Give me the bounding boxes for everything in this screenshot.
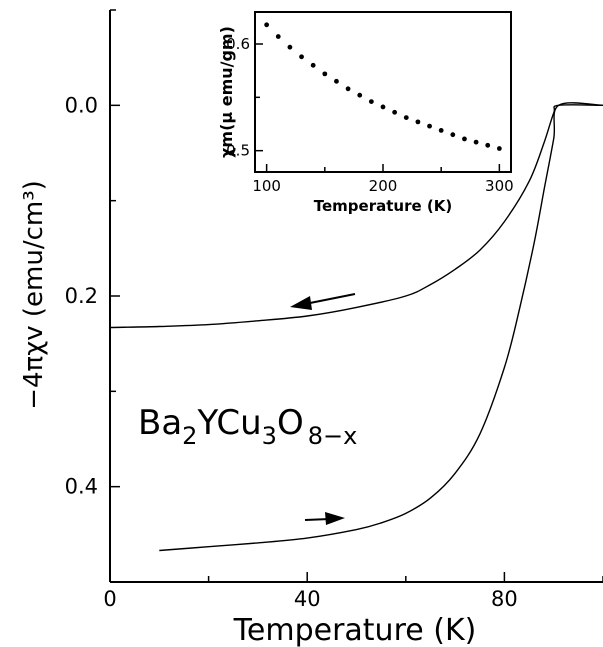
direction-arrows: [290, 293, 356, 525]
inset-data-point: [345, 86, 351, 92]
inset-data-point: [485, 142, 491, 148]
inset-data-point: [462, 136, 467, 142]
inset-data-point: [415, 119, 421, 125]
inset-data-point: [299, 54, 304, 60]
main-y-tick-label: 0.4: [65, 475, 98, 499]
inset-data-point: [264, 22, 270, 28]
inset-data-point: [322, 71, 328, 77]
inset-x-tick-label: 300: [485, 177, 514, 195]
inset-data-point: [380, 104, 386, 110]
inset-y-tick-label: 0.6: [226, 35, 250, 53]
main-x-axis-title: Temperature (K): [233, 613, 477, 647]
inset-data-point: [438, 127, 444, 133]
inset-data-point: [275, 34, 281, 39]
inset-data-point: [334, 78, 339, 84]
inset-data-point: [403, 115, 409, 120]
inset-data-point: [310, 62, 316, 68]
inset-data-point: [392, 109, 398, 115]
inset-data-point: [287, 44, 293, 50]
inset-data-point: [450, 132, 456, 138]
inset-data-point: [357, 92, 363, 98]
main-x-tick-label: 40: [294, 587, 321, 611]
inset-x-tick-label: 100: [252, 177, 281, 195]
inset-chart: 100 200 300 0.5 0.6 Temperature (K) χm(μ emu…: [217, 11, 514, 215]
inset-data-point: [496, 146, 502, 151]
inset-y-axis-title: χm(μ emu/gm): [217, 26, 236, 158]
inset-data-point: [427, 123, 432, 129]
inset-data-point: [368, 99, 374, 104]
main-curves: [109, 102, 603, 552]
inset-x-axis-title: Temperature (K): [314, 197, 452, 215]
inset-data-point: [473, 139, 479, 145]
main-x-tick-label: 0: [103, 587, 116, 611]
inset-frame: [254, 11, 512, 173]
main-y-axis-title: −4πχv (emu/cm³): [19, 180, 49, 410]
main-y-tick-label: 0.2: [65, 284, 98, 308]
main-x-tick-label: 80: [491, 587, 518, 611]
formula-annotation: Ba2YCu3O 8−x: [138, 403, 357, 450]
cooling-curve: [109, 104, 603, 329]
warming-arrow: [304, 512, 345, 525]
inset-y-tick-label: 0.5: [226, 142, 250, 160]
inset-x-tick-label: 200: [369, 177, 398, 195]
inset-points: [264, 22, 502, 151]
main-axes: 0 40 80 0.0 0.2 0.4: [65, 9, 603, 611]
warming-curve: [159, 102, 603, 552]
cooling-arrow: [290, 293, 356, 310]
main-y-tick-label: 0.0: [65, 93, 98, 117]
